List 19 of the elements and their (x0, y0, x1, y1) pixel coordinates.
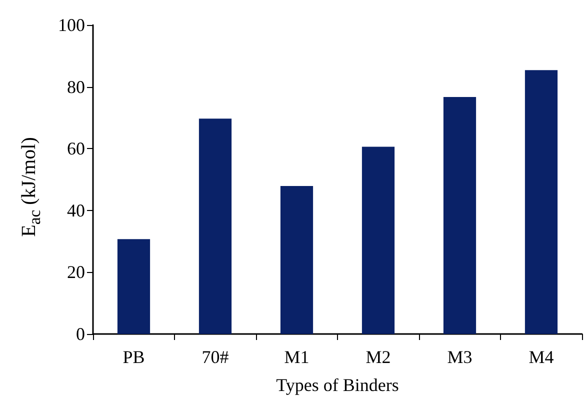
y-tick-label: 100 (58, 15, 85, 35)
bar (280, 186, 314, 334)
x-axis-title: Types of Binders (276, 375, 399, 395)
bar (362, 146, 395, 334)
y-tick-label: 40 (67, 200, 85, 220)
bar (198, 118, 232, 334)
bar (117, 239, 150, 334)
y-tick-label: 80 (67, 76, 85, 97)
x-tick-label: 70# (202, 347, 229, 367)
x-tick-label: PB (122, 347, 145, 367)
y-tick-label: 60 (67, 138, 85, 159)
x-tick-label: M1 (284, 347, 310, 367)
bar (524, 70, 558, 334)
x-tick-label: M4 (528, 347, 554, 367)
y-tick-label: 0 (76, 324, 85, 344)
bar (443, 96, 476, 334)
x-tick-label: M2 (366, 347, 391, 367)
x-tick-label: M3 (447, 347, 472, 367)
y-tick-label: 20 (67, 262, 85, 282)
